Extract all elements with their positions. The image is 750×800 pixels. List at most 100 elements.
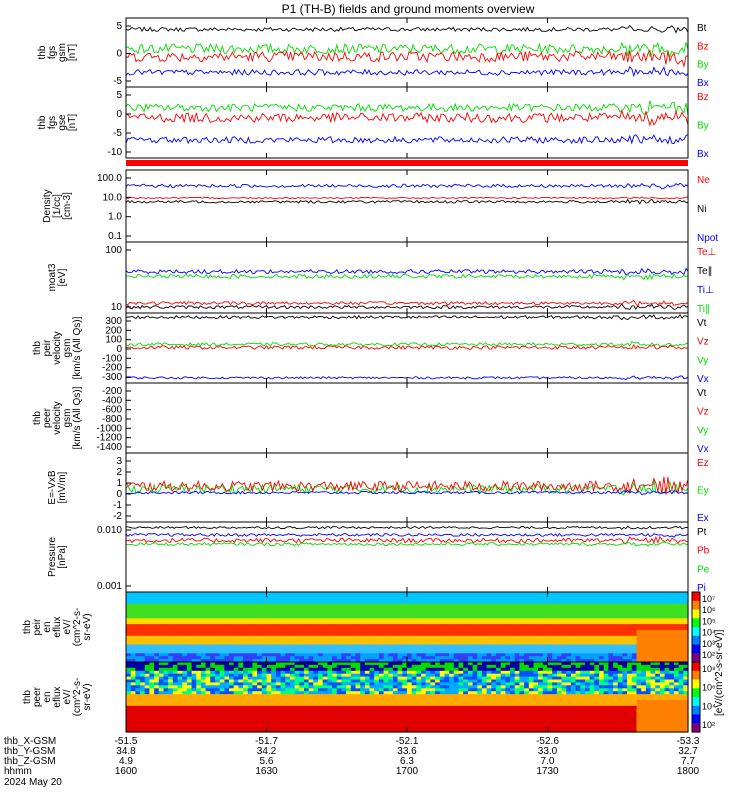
- heatmap-cell: [289, 708, 296, 713]
- heatmap-cell: [318, 723, 324, 727]
- heatmap-cell: [463, 647, 469, 651]
- heatmap-cell: [275, 717, 282, 721]
- heatmap-cell: [463, 644, 469, 648]
- heatmap-cell: [528, 656, 535, 660]
- heatmap-cell: [196, 632, 202, 637]
- heatmap-cell: [472, 592, 478, 596]
- heatmap-cell: [411, 627, 417, 631]
- heatmap-cell: [538, 609, 544, 613]
- heatmap-cell: [247, 621, 254, 625]
- heatmap-cell: [140, 659, 146, 663]
- heatmap-cell: [257, 597, 263, 602]
- heatmap-cell: [360, 592, 366, 596]
- heatmap-cell: [304, 673, 310, 678]
- heatmap-cell: [200, 679, 207, 683]
- heatmap-cell: [154, 647, 160, 651]
- heatmap-cell: [219, 592, 225, 596]
- heatmap-cell: [182, 653, 188, 657]
- heatmap-cell: [210, 685, 216, 689]
- heatmap-cell: [186, 699, 193, 704]
- heatmap-cell: [378, 621, 385, 625]
- heatmap-cell: [266, 720, 272, 724]
- heatmap-cell: [421, 597, 427, 602]
- heatmap-cell: [599, 624, 605, 628]
- heatmap-cell: [645, 644, 652, 648]
- heatmap-cell: [435, 612, 441, 616]
- heatmap-cell: [294, 609, 300, 613]
- heatmap-cell: [350, 673, 357, 678]
- heatmap-cell: [238, 670, 244, 675]
- heatmap-cell: [510, 647, 516, 651]
- heatmap-cell: [641, 629, 647, 634]
- heatmap-cell: [467, 679, 474, 683]
- heatmap-cell: [472, 673, 478, 678]
- heatmap-cell: [378, 600, 385, 605]
- heatmap-cell: [163, 723, 169, 727]
- heatmap-cell: [552, 612, 558, 616]
- heatmap-cell: [247, 711, 254, 716]
- heatmap-cell: [655, 629, 661, 634]
- heatmap-cell: [135, 629, 141, 634]
- legend-entry: Vz: [697, 337, 709, 348]
- heatmap-cell: [491, 656, 497, 660]
- heatmap-cell: [243, 609, 249, 613]
- heatmap-cell: [631, 615, 638, 619]
- heatmap-cell: [481, 641, 488, 646]
- y-axis-label: gse: [57, 114, 68, 131]
- heatmap-cell: [238, 653, 244, 657]
- heatmap-cell: [355, 708, 361, 713]
- heatmap-cell: [355, 662, 361, 666]
- heatmap-cell: [275, 720, 282, 724]
- heatmap-cell: [261, 720, 268, 724]
- heatmap-cell: [463, 664, 469, 669]
- heatmap-cell: [603, 635, 609, 640]
- heatmap-cell: [205, 723, 211, 727]
- heatmap-cell: [327, 676, 333, 681]
- heatmap-cell: [182, 632, 188, 637]
- heatmap-cell: [200, 697, 207, 701]
- heatmap-cell: [346, 629, 352, 634]
- heatmap-cell: [566, 615, 572, 619]
- heatmap-cell: [229, 667, 235, 672]
- heatmap-cell: [636, 653, 642, 657]
- heatmap-cell: [383, 603, 389, 608]
- heatmap-cell: [271, 606, 277, 611]
- heatmap-cell: [500, 618, 506, 622]
- heatmap-cell: [500, 632, 506, 637]
- heatmap-cell: [449, 656, 455, 660]
- heatmap-cell: [126, 609, 132, 613]
- heatmap-cell: [631, 647, 638, 651]
- heatmap-cell: [374, 670, 380, 675]
- heatmap-cell: [421, 723, 427, 727]
- heatmap-cell: [542, 624, 549, 628]
- heatmap-cell: [496, 621, 502, 625]
- heatmap-cell: [308, 606, 314, 611]
- heatmap-cell: [463, 592, 469, 596]
- heatmap-cell: [378, 714, 385, 718]
- heatmap-cell: [140, 720, 146, 724]
- legend-entry: Bz: [697, 41, 709, 52]
- heatmap-cell: [566, 609, 572, 613]
- heatmap-cell: [538, 641, 544, 646]
- heatmap-cell: [130, 609, 136, 613]
- heatmap-cell: [566, 612, 572, 616]
- heatmap-cell: [425, 653, 431, 657]
- heatmap-cell: [608, 653, 614, 657]
- heatmap-cell: [430, 705, 436, 710]
- heatmap-cell: [439, 659, 446, 663]
- heatmap-cell: [496, 609, 502, 613]
- heatmap-cell: [304, 606, 310, 611]
- heatmap-cell: [392, 702, 399, 707]
- heatmap-cell: [243, 621, 249, 625]
- heatmap-cell: [294, 635, 300, 640]
- heatmap-cell: [271, 699, 277, 704]
- heatmap-cell: [346, 679, 352, 683]
- heatmap-cell: [346, 697, 352, 701]
- heatmap-cell: [233, 685, 239, 689]
- y-axis-label: thb: [22, 620, 33, 634]
- heatmap-cell: [233, 676, 239, 681]
- heatmap-cell: [674, 597, 680, 602]
- heatmap-cell: [444, 694, 450, 698]
- y-axis-label: eflux: [52, 616, 63, 637]
- heatmap-cell: [182, 720, 188, 724]
